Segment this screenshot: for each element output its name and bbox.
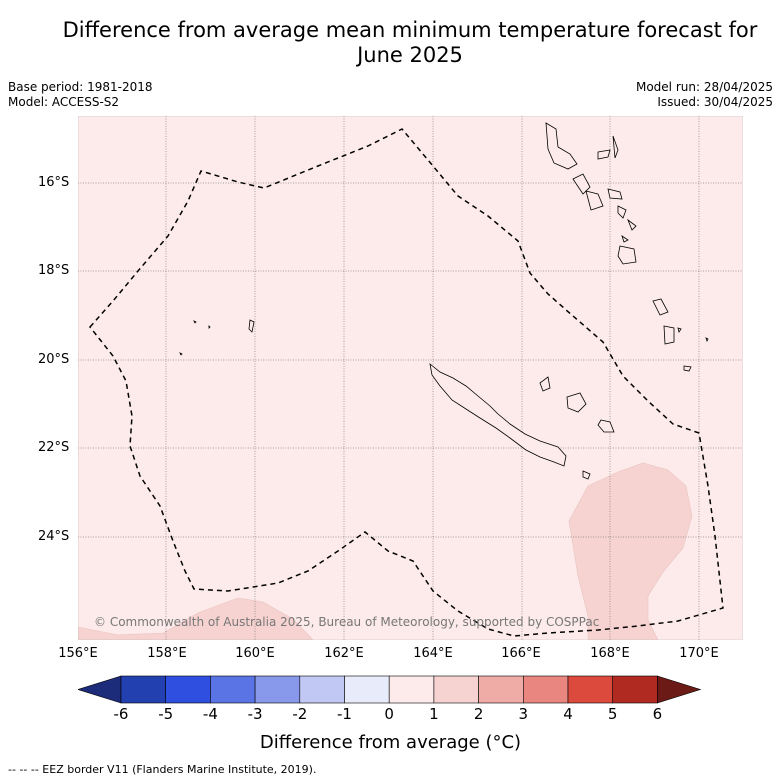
meta-left: Base period: 1981-2018 Model: ACCESS-S2 xyxy=(8,80,153,110)
map-area: © Commonwealth of Australia 2025, Bureau… xyxy=(78,116,743,640)
lon-label-156e: 156°E xyxy=(58,646,98,661)
colorbar-tick-label: -3 xyxy=(247,705,263,723)
anomaly-patch-south xyxy=(78,597,314,640)
colorbar-tick-label: 4 xyxy=(563,705,573,723)
colorbar xyxy=(78,675,702,704)
colorbar-bin xyxy=(478,675,524,704)
colorbar-tick-label: -5 xyxy=(158,705,174,723)
lon-label-166e: 166°E xyxy=(501,646,541,661)
colorbar-tick-label: 1 xyxy=(429,705,439,723)
lat-label-24s: 24°S xyxy=(38,529,70,544)
map-title: Difference from average mean minimum tem… xyxy=(62,18,758,67)
colorbar-bin xyxy=(165,675,211,704)
lat-label-16s: 16°S xyxy=(38,175,70,190)
colorbar-tick-label: -1 xyxy=(337,705,352,723)
colorbar-tick-label: 5 xyxy=(607,705,618,723)
colorbar-tick-label: -2 xyxy=(292,705,308,723)
meta-right: Model run: 28/04/2025 Issued: 30/04/2025 xyxy=(636,80,773,110)
lon-label-164e: 164°E xyxy=(413,646,453,661)
lon-label-162e: 162°E xyxy=(324,646,364,661)
colorbar-bin xyxy=(433,675,479,704)
lon-label-160e: 160°E xyxy=(235,646,275,661)
model-run: Model run: 28/04/2025 xyxy=(635,80,773,94)
eez-border xyxy=(89,128,724,637)
lat-label-18s: 18°S xyxy=(38,263,70,278)
lon-label-168e: 168°E xyxy=(590,646,630,661)
colorbar-tick-label: 3 xyxy=(518,705,529,723)
lon-label-158e: 158°E xyxy=(147,646,187,661)
graticule xyxy=(78,116,743,640)
model-name: Model: ACCESS-S2 xyxy=(8,95,120,109)
colorbar-tick-label: -6 xyxy=(113,705,129,723)
colorbar-extend-high xyxy=(657,675,702,704)
colorbar-bin xyxy=(522,675,569,704)
coastlines xyxy=(179,122,709,480)
colorbar-tick-label: 2 xyxy=(473,705,484,723)
issued-date: Issued: 30/04/2025 xyxy=(657,95,773,109)
colorbar-bin xyxy=(120,675,167,704)
colorbar-extend-low xyxy=(78,675,122,704)
colorbar-bin xyxy=(388,675,435,704)
colorbar-bin xyxy=(254,675,301,704)
eez-footnote: -- -- -- EEZ border V11 (Flanders Marine… xyxy=(8,763,317,776)
chesterfield-islands-coast xyxy=(179,319,255,356)
colorbar-bin xyxy=(210,675,256,704)
colorbar-tick-label: 0 xyxy=(384,705,394,723)
colorbar-bin xyxy=(612,675,658,704)
lat-label-20s: 20°S xyxy=(38,352,70,367)
new-caledonia-coast xyxy=(429,363,567,467)
colorbar-bin xyxy=(299,675,345,704)
colorbar-tick-label: 6 xyxy=(652,705,663,723)
lat-label-22s: 22°S xyxy=(38,440,70,455)
colorbar-title: Difference from average (°C) xyxy=(259,732,522,753)
vanuatu-coast xyxy=(545,122,709,372)
copyright-text: © Commonwealth of Australia 2025, Bureau… xyxy=(94,615,599,629)
colorbar-tick-label: -4 xyxy=(202,705,218,723)
colorbar-bin xyxy=(344,675,390,704)
base-period: Base period: 1981-2018 xyxy=(8,80,153,94)
colorbar-bin xyxy=(567,675,614,704)
loyalty-islands-coast xyxy=(539,376,615,480)
anomaly-patch-east xyxy=(568,462,693,640)
lon-label-170e: 170°E xyxy=(679,646,719,661)
